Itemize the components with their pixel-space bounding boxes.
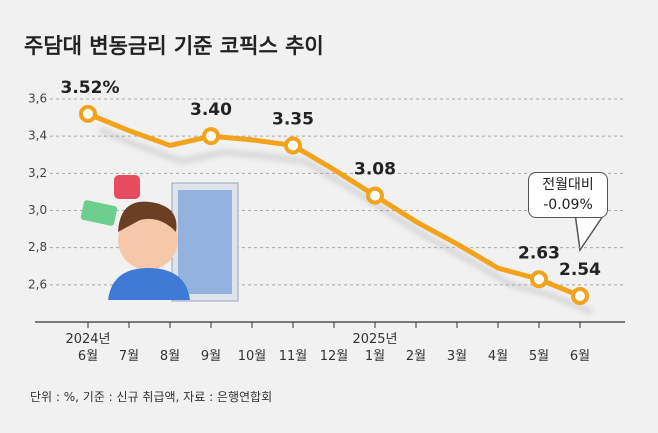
point-marker	[79, 104, 97, 123]
x-tick-label: 12월	[319, 349, 349, 364]
x-tick-label: 10월	[237, 349, 267, 364]
value-label: 3.52%	[61, 78, 120, 98]
value-label: 3.35	[272, 109, 314, 129]
x-tick-label: 7월	[118, 349, 140, 364]
value-label: 2.54	[559, 260, 601, 280]
callout-pointer	[574, 212, 607, 253]
point-marker	[530, 270, 548, 289]
value-label: 3.40	[190, 100, 232, 120]
y-tick-label: 3,0	[28, 203, 47, 217]
y-tick-label: 3,4	[28, 129, 47, 143]
value-label: 2.63	[518, 243, 560, 263]
y-tick-label: 2,8	[28, 240, 47, 254]
x-tick-label: 2024년 6월	[65, 332, 111, 364]
x-tick-label: 9월	[200, 349, 222, 364]
point-marker	[571, 286, 589, 305]
point-marker	[202, 127, 220, 146]
line-shadow	[99, 127, 593, 315]
y-tick-label: 3,6	[28, 92, 47, 106]
point-marker	[366, 186, 384, 205]
value-label: 3.08	[354, 160, 396, 180]
x-tick-label: 2025년 1월	[352, 332, 398, 364]
footnote: 단위 : %, 기준 : 신규 취급액, 자료 : 은행연합회	[30, 390, 273, 404]
x-tick-label: 11월	[278, 349, 308, 364]
series-line	[87, 111, 581, 299]
chart-title: 주담대 변동금리 기준 코픽스 추이	[24, 34, 324, 58]
x-tick-label: 2월	[405, 349, 427, 364]
x-tick-label: 6월	[569, 349, 591, 364]
x-tick-label: 5월	[528, 349, 550, 364]
annotation: 전월대비 -0.09%	[528, 172, 608, 218]
y-tick-label: 3,2	[28, 166, 47, 180]
point-marker	[284, 136, 302, 155]
x-tick-label: 4월	[487, 349, 509, 364]
y-tick-label: 2,6	[28, 277, 47, 291]
x-tick-label: 8월	[159, 349, 181, 364]
x-tick-label: 3월	[446, 349, 468, 364]
illustration	[80, 175, 239, 302]
